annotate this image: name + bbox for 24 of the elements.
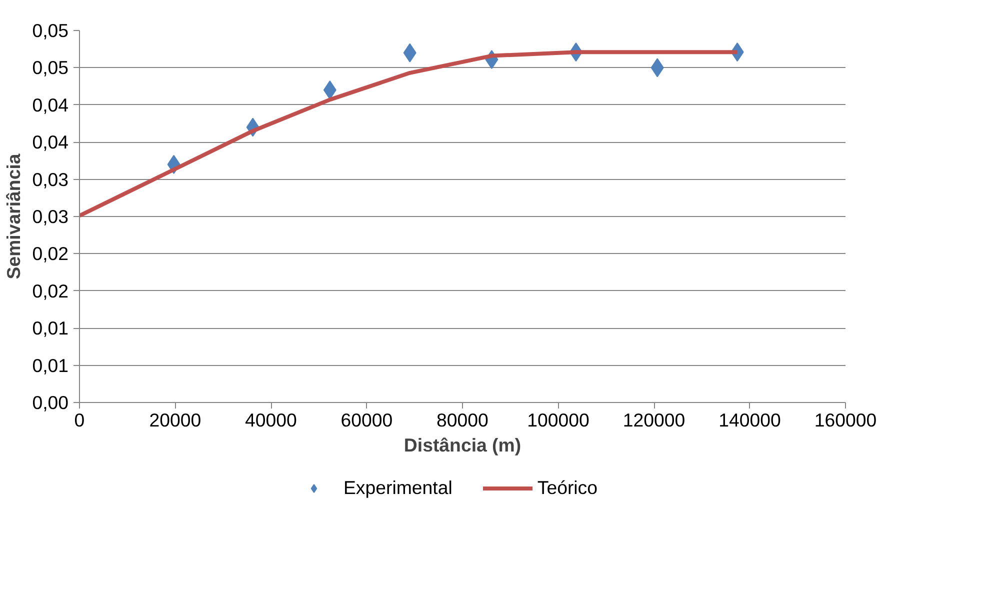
x-tick-label: 120000 [622,410,686,430]
y-tick-label: 0,04 [32,94,68,116]
x-tick-label: 0 [74,410,85,430]
x-tick-label: 20000 [149,410,202,430]
legend-label: Experimental [343,477,452,499]
y-tick-label: 0,03 [32,168,68,190]
y-tick-label: 0,05 [32,20,68,41]
y-tick-label: 0,00 [32,392,68,413]
x-tick-label: 60000 [340,410,393,430]
x-tick-label: 80000 [436,410,488,430]
y-tick-label: 0,05 [32,57,68,78]
y-tick-label: 0,03 [32,206,68,227]
y-tick-label: 0,01 [32,354,68,376]
y-tick-label: 0,01 [32,318,68,339]
x-tick-label: 40000 [245,410,297,430]
legend-label: Teórico [537,477,598,499]
y-tick-label: 0,02 [32,280,68,302]
x-tick-label: 160000 [814,410,877,430]
x-tick-label: 140000 [718,410,781,430]
y-tick-label: 0,02 [32,243,68,264]
x-axis-title: Distância (m) [404,434,522,456]
y-axis-title: Semivariância [3,153,24,280]
x-tick-label: 100000 [527,410,590,430]
y-tick-label: 0,04 [32,132,68,153]
